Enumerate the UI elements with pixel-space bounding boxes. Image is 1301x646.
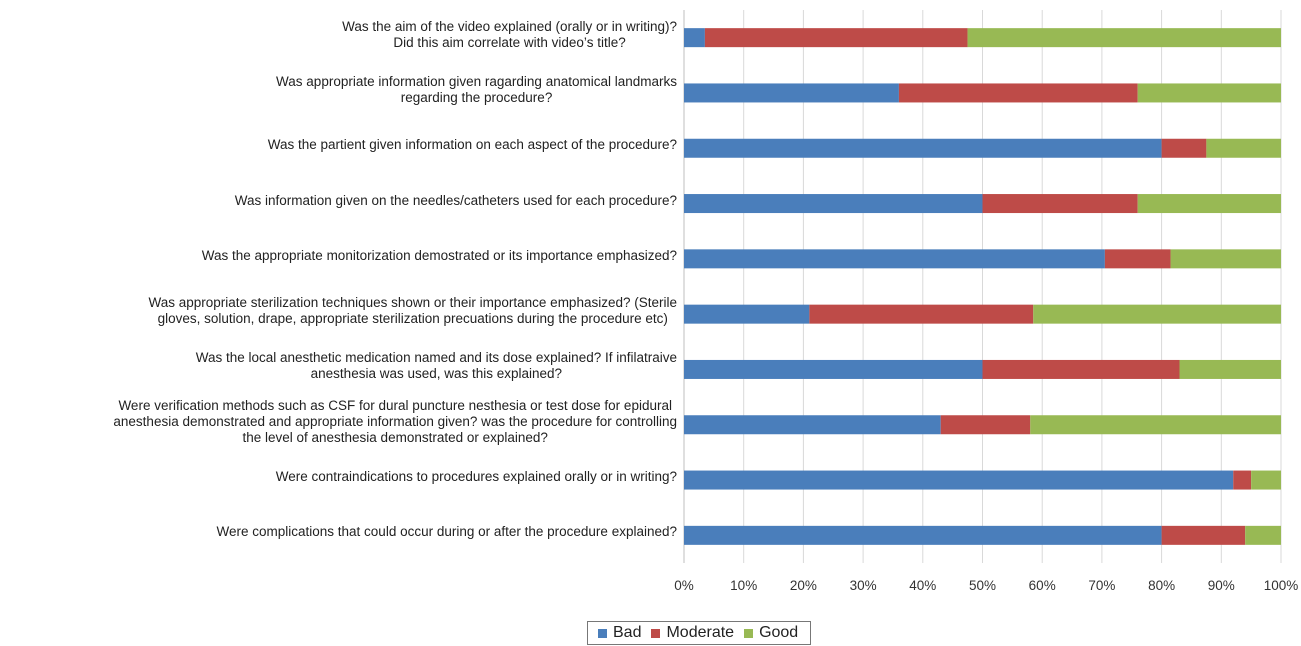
x-tick-label: 10% [730,578,757,593]
bar-moderate [1104,249,1171,269]
bar-good [1245,525,1281,545]
bar-bad [684,525,1162,545]
bar-moderate [1233,470,1252,490]
bar-good [1251,470,1281,490]
legend-swatch [744,628,754,638]
bar-bad [684,415,941,435]
bar-moderate [940,415,1031,435]
x-tick-label: 100% [1264,578,1299,593]
x-axis-ticks: 0% 10% 20% 30% 40% 50% 60% 70% 80% 90% 100% [674,578,1298,593]
category-label: Were verification methods such as CSF fo… [113,397,677,445]
x-tick-label: 20% [790,578,817,593]
bar-moderate [1161,138,1207,158]
bar-good [1179,359,1281,379]
category-label: Was the local anesthetic medication name… [195,350,677,382]
legend: Bad Moderate Good [587,621,812,645]
bar-bad [684,470,1234,490]
bar-moderate [982,359,1180,379]
legend-swatch [598,628,607,638]
bar-bad [684,28,705,48]
bar-moderate [898,83,1138,103]
bar-good [1170,249,1281,269]
bar-good [1137,83,1281,103]
bar-bad [684,138,1162,158]
bar-moderate [1161,525,1246,545]
category-label: Was the aim of the video explained (oral… [342,18,677,50]
bar-good [1137,194,1281,214]
x-tick-label: 0% [674,578,694,593]
bar-moderate [982,194,1138,214]
legend-label: Moderate [666,624,735,641]
category-label: Was the appropriate monitorization demos… [201,247,677,263]
legend-item-good: Good [744,624,798,642]
legend-label: Good [759,624,799,641]
bar-bad [684,83,899,103]
category-label: Were contraindications to procedures exp… [275,469,677,485]
bars [684,28,1281,545]
bar-good [1030,415,1281,435]
legend-item-moderate: Moderate [651,624,734,642]
legend-swatch [651,628,661,638]
bar-bad [684,359,983,379]
x-tick-label: 90% [1208,578,1235,593]
legend-item-bad: Bad [598,624,641,642]
category-label: Was information given on the needles/cat… [234,192,677,208]
x-tick-label: 80% [1148,578,1175,593]
bar-good [967,28,1281,48]
x-tick-label: 30% [850,578,877,593]
bar-good [1033,304,1281,324]
category-label: Was the partient given information on ea… [267,137,677,153]
x-tick-label: 70% [1088,578,1115,593]
category-label: Were complications that could occur duri… [216,524,677,540]
x-tick-label: 60% [1029,578,1056,593]
bar-good [1206,138,1281,158]
x-tick-label: 50% [969,578,996,593]
category-label: Was appropriate sterilization techniques… [148,295,677,327]
bar-moderate [704,28,968,48]
category-label: Was appropriate information given ragard… [276,73,677,105]
bar-bad [684,194,983,214]
bar-bad [684,249,1105,269]
x-tick-label: 40% [909,578,936,593]
bar-moderate [809,304,1034,324]
bar-bad [684,304,810,324]
legend-label: Bad [613,624,642,641]
